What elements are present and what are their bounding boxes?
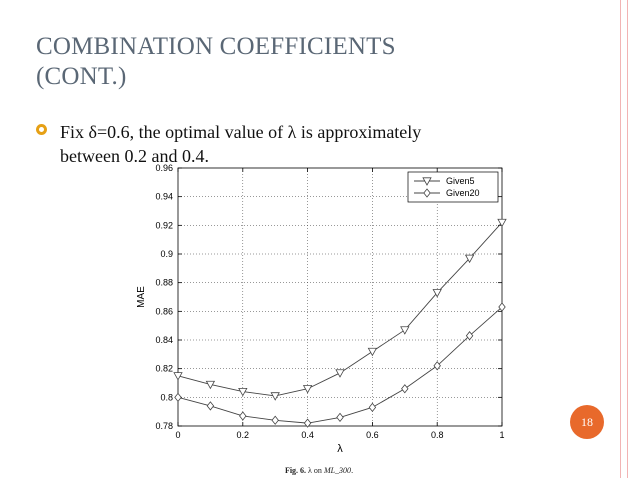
data-point-given5: [205, 380, 216, 390]
right-border-line: [627, 0, 628, 478]
data-point-given5: [173, 372, 183, 381]
caption-suffix: .: [351, 466, 354, 475]
chart-series: [173, 218, 507, 428]
legend-marker: [423, 188, 431, 198]
legend-label: Given20: [446, 188, 480, 198]
data-point-given20: [401, 384, 409, 394]
chart-grid: [178, 168, 502, 426]
bullet-item: Fix δ=0.6, the optimal value of λ is app…: [36, 120, 576, 168]
data-point-given5: [270, 392, 280, 401]
plot-frame: [177, 167, 503, 427]
data-point-given5: [238, 387, 248, 397]
y-tick-label: 0.92: [155, 220, 173, 230]
bullet-text-line-1: Fix δ=0.6, the optimal value of λ is app…: [60, 122, 422, 142]
legend-box: [407, 171, 499, 203]
data-point-given20: [336, 412, 344, 423]
caption-dataset: ML_300: [323, 466, 352, 475]
y-tick-label: 0.8: [160, 392, 173, 402]
data-point-given5: [432, 289, 442, 298]
y-tick-label: 0.9: [160, 249, 173, 259]
series-line-given20: [177, 306, 503, 424]
y-tick-label: 0.82: [155, 364, 173, 374]
data-point-given20: [206, 401, 215, 411]
chart-legend: Given5 Given20: [407, 171, 499, 203]
x-tick-label: 0.6: [366, 430, 379, 440]
data-point-given5: [335, 369, 345, 378]
x-tick-label: 0: [175, 430, 180, 440]
data-point-given20: [303, 418, 312, 428]
y-tick-label: 0.94: [155, 192, 173, 202]
y-tick-label: 0.86: [155, 306, 173, 316]
mae-chart: 0 0.2 0.4 0.6 0.8 1 0.78 0.8 0.82 0.84 0.86 0.88 0.9…: [130, 162, 530, 462]
data-point-given20: [239, 411, 247, 421]
bullet-ring-icon: [36, 124, 47, 135]
mae-chart-svg: 0 0.2 0.4 0.6 0.8 1 0.78 0.8 0.82 0.84 0.86 0.88 0.9…: [136, 163, 507, 455]
caption-prefix: Fig. 6.: [284, 466, 307, 475]
x-tick-label: 0.2: [237, 430, 250, 440]
data-point-given5: [302, 385, 313, 394]
x-axis-label: λ: [337, 443, 343, 455]
x-tick-label: 1: [499, 430, 504, 440]
data-point-given20: [271, 415, 279, 425]
data-point-given20: [498, 302, 506, 312]
data-point-given5: [464, 254, 475, 264]
data-point-given20: [174, 392, 182, 402]
data-point-given20: [465, 331, 474, 341]
right-border: [620, 0, 638, 478]
legend-label: Given5: [446, 176, 475, 186]
x-tick-label: 0.8: [431, 430, 444, 440]
slide-title-line-1: COMBINATION COEFFICIENTS: [36, 33, 396, 60]
bullet-text-line-2: between 0.2 and 0.4.: [60, 146, 209, 166]
y-tick-label: 0.88: [155, 278, 173, 288]
y-tick-label: 0.84: [155, 335, 173, 345]
data-point-given5: [497, 218, 507, 228]
legend-marker: [422, 177, 432, 186]
y-tick-label: 0.96: [155, 163, 173, 173]
data-point-given20: [368, 402, 377, 413]
caption-symbol: λ on: [308, 466, 322, 475]
chart-ticks: 0 0.2 0.4 0.6 0.8 1 0.78 0.8 0.82 0.84 0.86 0.88 0.9…: [155, 163, 504, 440]
x-tick-label: 0.4: [301, 430, 314, 440]
page-number-badge: 18: [570, 405, 604, 439]
data-point-given5: [367, 347, 378, 357]
slide-title: COMBINATION COEFFICIENTS (CONT.): [36, 32, 556, 92]
y-axis-label: MAE: [136, 286, 147, 308]
data-point-given5: [400, 326, 410, 335]
figure-caption: Fig. 6. λ on ML_300.: [0, 466, 638, 476]
data-point-given20: [433, 361, 441, 371]
bullet-text: Fix δ=0.6, the optimal value of λ is app…: [36, 120, 576, 168]
slide-title-line-2: (CONT.): [36, 63, 127, 90]
y-tick-label: 0.78: [155, 421, 173, 431]
